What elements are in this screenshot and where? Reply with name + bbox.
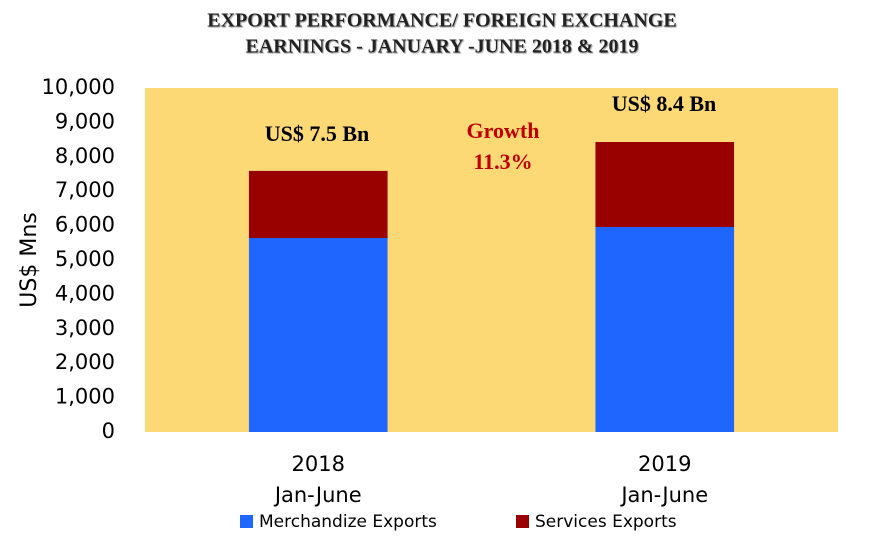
annotation: 11.3% (473, 149, 532, 174)
legend-swatch (240, 515, 253, 528)
y-tick-label: 5,000 (55, 247, 115, 271)
chart-title: EXPORT PERFORMANCE/ FOREIGN EXCHANGE (207, 10, 677, 32)
y-tick-label: 4,000 (55, 281, 115, 305)
legend-swatch (516, 515, 529, 528)
y-tick-label: 9,000 (55, 109, 115, 133)
y-tick-label: 7,000 (55, 178, 115, 202)
bar-segment (595, 226, 735, 432)
y-tick-label: 0 (102, 419, 115, 443)
x-tick-label: 2019 (638, 452, 691, 476)
bar-segment (595, 142, 735, 227)
x-tick-label: 2018 (292, 452, 345, 476)
y-tick-label: 6,000 (55, 213, 115, 237)
legend-label: Merchandize Exports (259, 512, 437, 532)
y-tick-label: 1,000 (55, 385, 115, 409)
y-tick-label: 2,000 (55, 350, 115, 374)
x-tick-label: Jan-June (273, 483, 362, 507)
annotation: US$ 8.4 Bn (612, 91, 717, 116)
x-tick-label: Jan-June (619, 483, 708, 507)
y-tick-label: 10,000 (42, 75, 115, 99)
y-tick-label: 8,000 (55, 144, 115, 168)
y-tick-label: 3,000 (55, 316, 115, 340)
y-axis-label: US$ Mns (17, 212, 42, 307)
legend-label: Services Exports (535, 512, 677, 532)
bar-segment (248, 237, 388, 432)
annotation: Growth (467, 118, 540, 143)
annotation: US$ 7.5 Bn (265, 121, 370, 146)
chart-title: EARNINGS - JANUARY -JUNE 2018 & 2019 (246, 36, 639, 58)
bar-segment (248, 170, 388, 238)
